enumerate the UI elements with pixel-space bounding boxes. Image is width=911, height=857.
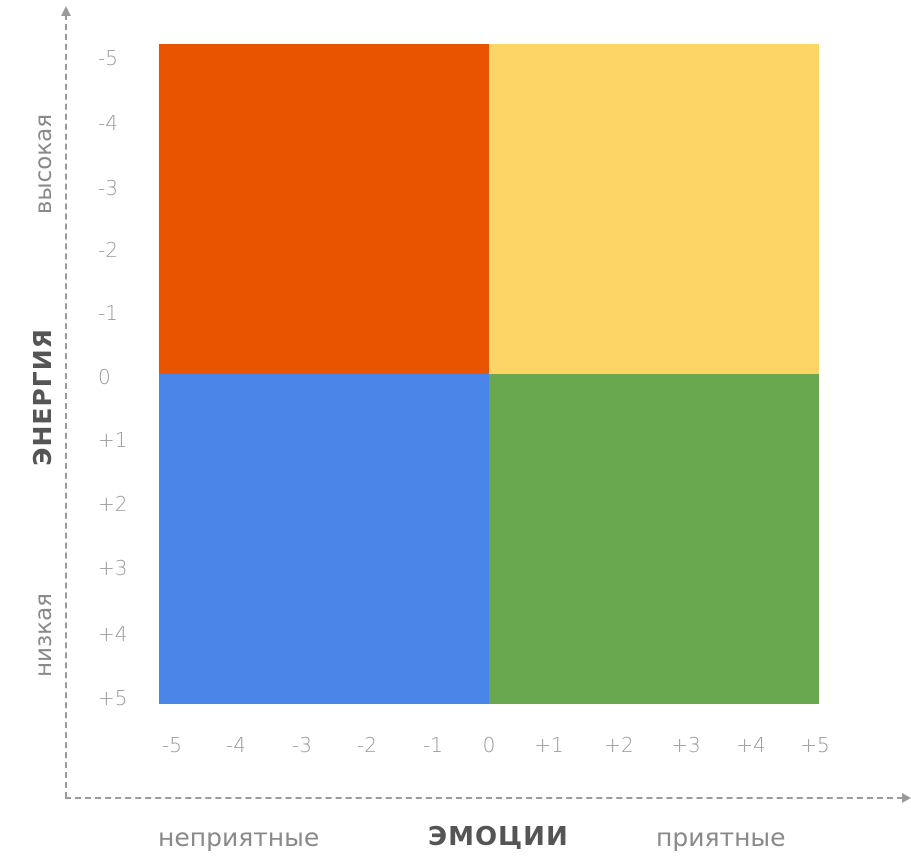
y-tick: +2 — [98, 492, 128, 516]
y-tick: -1 — [98, 301, 118, 325]
x-tick: -5 — [162, 733, 182, 757]
y-axis-title: ЭНЕРГИЯ — [28, 328, 57, 466]
y-axis-high-label: высокая — [31, 113, 57, 215]
x-axis-title: ЭМОЦИИ — [428, 822, 569, 852]
x-tick: +3 — [671, 733, 701, 757]
x-tick: -4 — [226, 733, 246, 757]
quadrant-top-right — [489, 44, 819, 374]
quadrant-bottom-left — [159, 374, 489, 704]
y-tick: -2 — [98, 238, 118, 262]
quadrant-top-left — [159, 44, 489, 374]
x-tick: +5 — [800, 733, 830, 757]
x-axis-left-label: неприятные — [158, 823, 320, 852]
x-tick: -1 — [423, 733, 443, 757]
y-tick: -5 — [98, 46, 118, 70]
x-tick: +1 — [534, 733, 564, 757]
y-axis-line — [65, 14, 67, 798]
y-tick: +3 — [98, 556, 128, 580]
x-tick: +2 — [604, 733, 634, 757]
x-tick: +4 — [736, 733, 766, 757]
y-axis-arrow-icon — [61, 6, 71, 16]
quadrant-bottom-right — [489, 374, 819, 704]
x-axis-line — [65, 797, 903, 799]
y-tick: +1 — [98, 428, 128, 452]
x-tick: 0 — [482, 733, 496, 757]
y-tick: +4 — [98, 622, 128, 646]
x-tick: -2 — [357, 733, 377, 757]
x-tick: -3 — [292, 733, 312, 757]
x-axis-arrow-icon — [902, 793, 911, 803]
x-axis-right-label: приятные — [656, 823, 786, 852]
y-tick: +5 — [98, 686, 128, 710]
y-tick: -4 — [98, 111, 118, 135]
y-tick: 0 — [98, 365, 111, 389]
y-tick: -3 — [98, 176, 118, 200]
y-axis-low-label: низкая — [31, 592, 57, 678]
